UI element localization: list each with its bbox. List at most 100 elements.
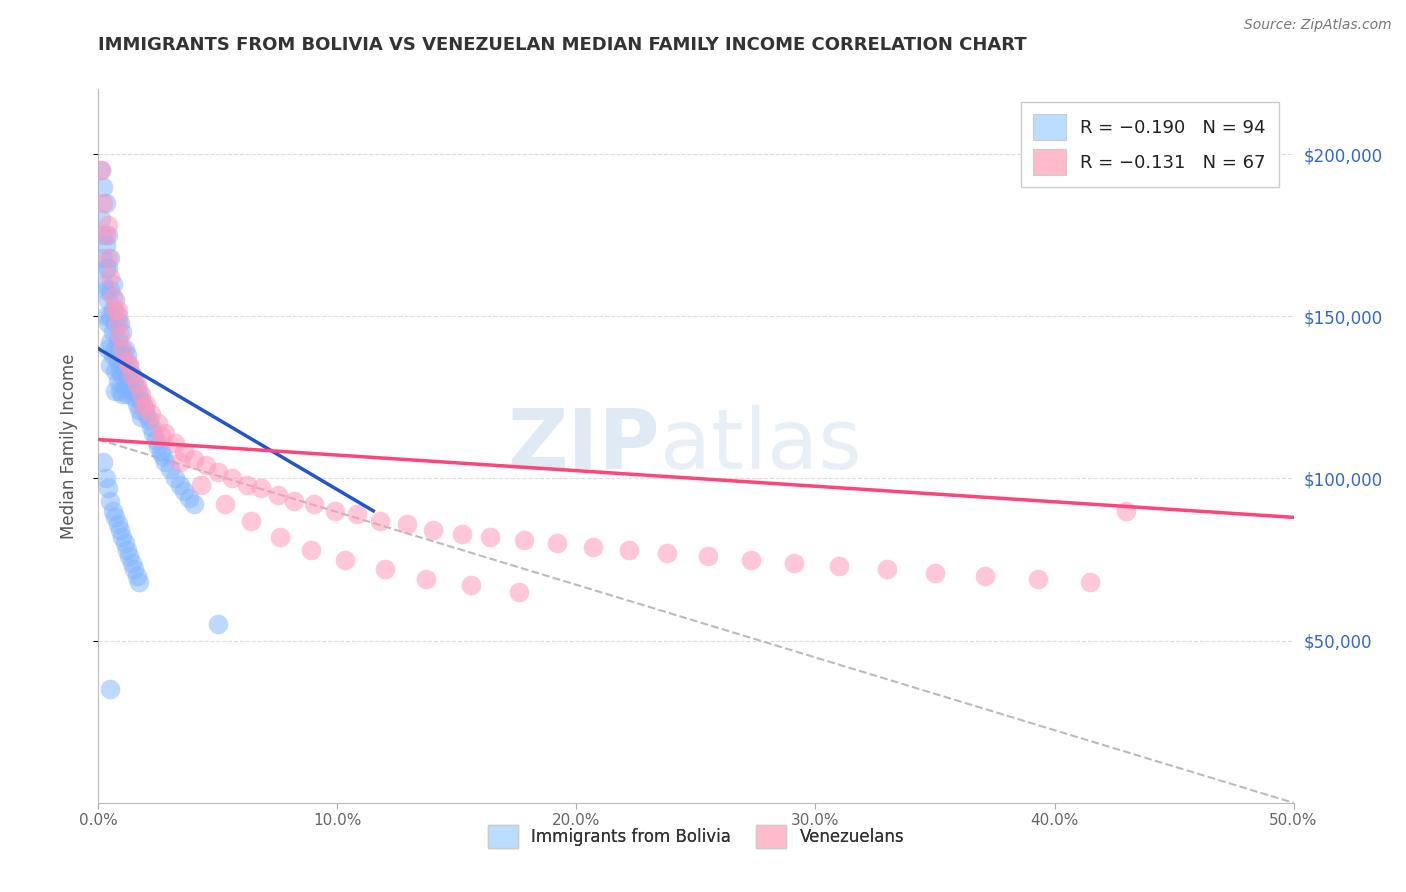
Point [128,387,150,401]
Point [115,542,138,557]
Point [149,429,172,443]
Point [139,419,162,434]
Point [1115,504,1137,518]
Point [91,455,114,469]
Point [91,277,114,291]
Point [108,328,131,343]
Point [183,497,205,511]
Point [250,481,273,495]
Text: Source: ZipAtlas.com: Source: ZipAtlas.com [1244,18,1392,32]
Point [657,546,679,560]
Point [98,270,122,285]
Point [98,251,122,265]
Point [124,374,146,388]
Point [924,566,946,580]
Point [107,316,129,330]
Point [139,407,162,421]
Point [124,562,146,576]
Point [124,390,146,404]
Point [104,510,127,524]
Point [90,163,112,178]
Point [94,310,117,324]
Point [94,283,117,297]
Point [131,387,153,401]
Point [115,368,138,382]
Point [145,433,167,447]
Point [97,316,120,330]
Point [125,381,148,395]
Point [108,384,131,398]
Point [104,316,127,330]
Text: IMMIGRANTS FROM BOLIVIA VS VENEZUELAN MEDIAN FAMILY INCOME CORRELATION CHART: IMMIGRANTS FROM BOLIVIA VS VENEZUELAN ME… [98,36,1026,54]
Point [111,387,134,401]
Point [128,575,150,590]
Point [169,478,191,492]
Point [118,549,141,564]
Point [98,310,122,324]
Point [108,364,131,378]
Point [207,617,229,632]
Point [108,524,131,538]
Point [107,374,129,388]
Point [323,504,346,518]
Point [121,556,143,570]
Point [183,452,205,467]
Point [283,494,305,508]
Point [108,316,131,330]
Point [214,497,236,511]
Point [582,540,605,554]
Point [97,228,120,243]
Point [121,368,143,382]
Point [115,354,138,368]
Point [98,335,122,350]
Point [415,572,437,586]
Point [974,568,997,582]
Point [125,397,148,411]
Point [91,179,114,194]
Point [395,516,418,531]
Point [159,461,181,475]
Point [125,568,148,582]
Point [155,425,177,440]
Point [422,524,444,538]
Point [104,384,127,398]
Point [302,497,325,511]
Text: atlas: atlas [661,406,862,486]
Point [118,358,141,372]
Point [104,364,127,378]
Point [94,471,117,485]
Point [131,409,153,424]
Point [107,310,129,324]
Point [91,228,114,243]
Point [479,530,502,544]
Point [91,195,114,210]
Point [149,445,172,459]
Point [101,302,124,317]
Y-axis label: Median Family Income: Median Family Income [59,353,77,539]
Point [128,403,150,417]
Point [94,228,117,243]
Point [97,260,120,275]
Point [115,348,138,362]
Point [101,290,124,304]
Point [118,374,141,388]
Point [111,326,134,340]
Point [121,368,143,382]
Point [104,342,127,356]
Point [114,536,136,550]
Point [195,458,218,473]
Point [697,549,720,564]
Point [132,400,155,414]
Point [121,384,143,398]
Point [131,393,153,408]
Point [235,478,257,492]
Point [148,439,170,453]
Point [111,530,134,544]
Point [101,277,124,291]
Point [111,368,134,382]
Point [98,494,122,508]
Point [155,455,177,469]
Point [107,302,129,317]
Point [107,354,129,368]
Point [179,491,201,505]
